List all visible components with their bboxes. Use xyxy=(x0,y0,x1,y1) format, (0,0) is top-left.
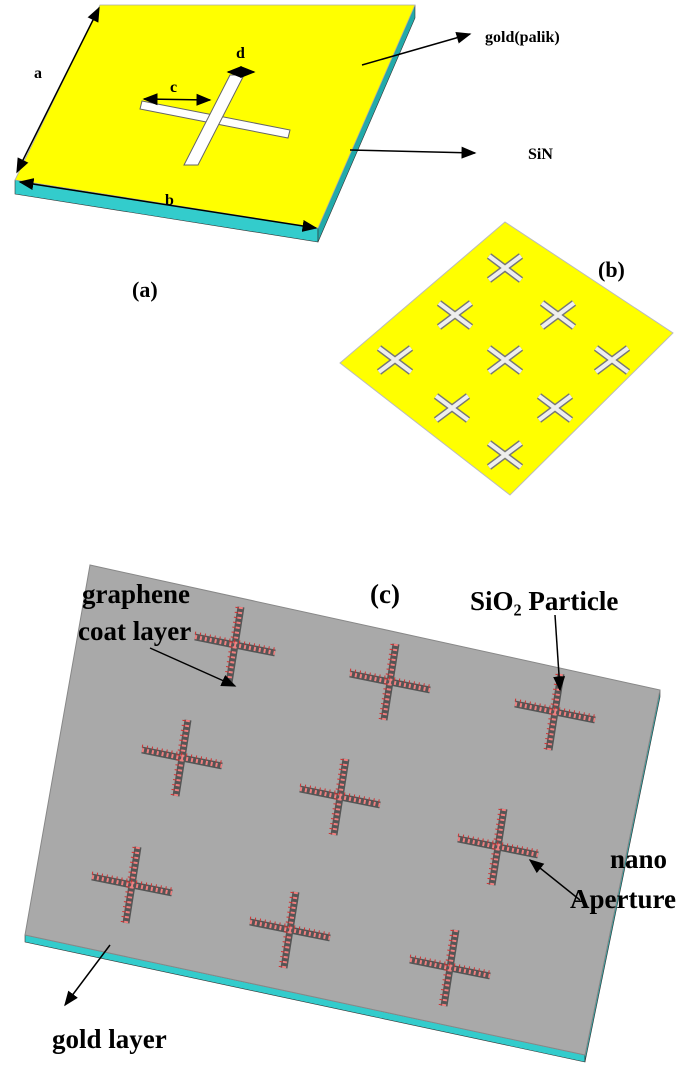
callout: gold layer xyxy=(52,1024,167,1054)
dim-label: c xyxy=(170,79,177,96)
panel-label: (b) xyxy=(598,257,625,282)
panel-label: (c) xyxy=(370,579,400,609)
panel-b: (b) xyxy=(340,222,673,495)
callout: coat layer xyxy=(78,616,191,646)
panel-label: (a) xyxy=(132,277,158,302)
dim-label: b xyxy=(165,192,174,209)
callout: nano xyxy=(610,844,667,874)
callout: gold(palik) xyxy=(485,29,560,46)
callout: graphene xyxy=(82,579,190,609)
dim-label: a xyxy=(34,65,42,82)
panel-c: (c) graphene coat layer SiO₂ Particle na… xyxy=(25,565,676,1062)
diagram: a b c d gold(palik) SiN (a) (b) xyxy=(0,0,677,1065)
callout: SiN xyxy=(528,146,553,163)
dim-label: d xyxy=(236,45,245,62)
callout: SiO₂ Particle xyxy=(470,586,618,616)
callout: Aperture xyxy=(570,884,676,914)
